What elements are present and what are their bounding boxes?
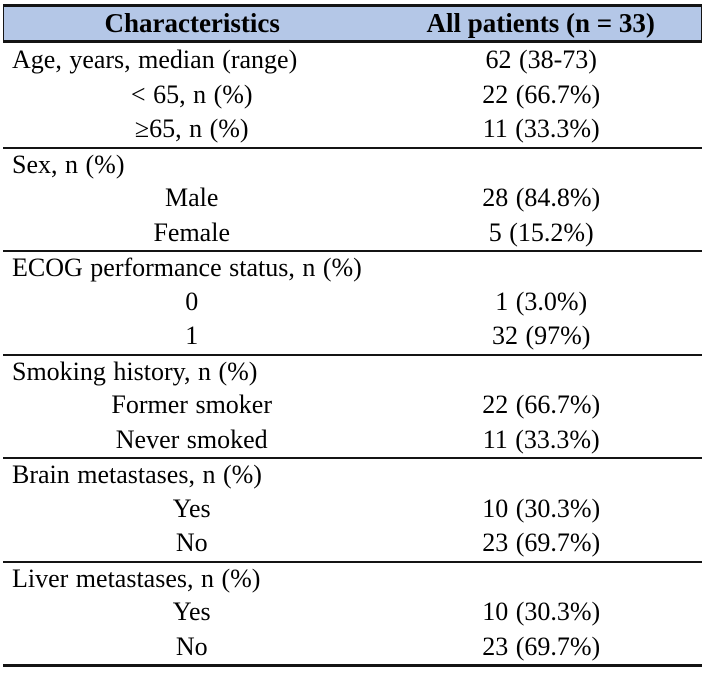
table-row: Never smoked 11 (33.3%) (3, 423, 702, 458)
table-row: Male 28 (84.8%) (3, 181, 702, 216)
table-row: Female 5 (15.2%) (3, 216, 702, 251)
row-label: < 65, n (%) (130, 79, 253, 109)
header-all-patients: All patients (n = 33) (426, 8, 655, 38)
table-row: Smoking history, n (%) (3, 353, 702, 389)
row-label: Smoking history, n (%) (12, 356, 258, 386)
table-row: Liver metastases, n (%) (3, 560, 702, 596)
row-label: Age, years, median (range) (12, 45, 298, 75)
row-label: 1 (185, 321, 199, 351)
row-value: 32 (97%) (491, 321, 591, 351)
row-value: 23 (69.7%) (482, 631, 601, 661)
table-row: Yes 10 (30.3%) (3, 595, 702, 630)
row-label: Yes (172, 493, 211, 523)
row-value: 11 (33.3%) (482, 424, 600, 454)
table-row: 1 32 (97%) (3, 319, 702, 354)
header-characteristics: Characteristics (104, 8, 280, 38)
row-label: Sex, n (%) (12, 149, 125, 179)
row-value: 62 (38-73) (485, 45, 597, 75)
row-value: 23 (69.7%) (482, 528, 601, 558)
table-row: Age, years, median (range) 62 (38-73) (3, 43, 702, 78)
row-value: 28 (84.8%) (482, 183, 601, 213)
row-label: Former smoker (111, 390, 273, 420)
row-label: Male (165, 183, 219, 213)
table-row: ECOG performance status, n (%) (3, 250, 702, 285)
table-row: Yes 10 (30.3%) (3, 492, 702, 527)
row-value: 1 (3.0%) (495, 286, 588, 316)
row-value: 10 (30.3%) (482, 493, 601, 523)
table-row: < 65, n (%) 22 (66.7%) (3, 78, 702, 113)
row-label: No (175, 631, 208, 661)
row-label: ECOG performance status, n (%) (12, 253, 362, 283)
row-label: Female (153, 217, 230, 247)
row-value: 11 (33.3%) (482, 114, 600, 144)
row-value: 22 (66.7%) (482, 79, 601, 109)
row-value: 10 (30.3%) (482, 597, 601, 627)
table-row: ≥65, n (%) 11 (33.3%) (3, 112, 702, 147)
row-value: 22 (66.7%) (482, 390, 601, 420)
row-label: Yes (172, 597, 211, 627)
row-label: Brain metastases, n (%) (12, 460, 262, 490)
row-label: Liver metastases, n (%) (12, 563, 261, 593)
table-body: Age, years, median (range) 62 (38-73) < 65… (3, 43, 702, 664)
table-row: 0 1 (3.0%) (3, 285, 702, 320)
table-row: Sex, n (%) (3, 146, 702, 182)
row-label: No (175, 528, 208, 558)
row-value: 5 (15.2%) (488, 217, 594, 247)
characteristics-table: Characteristics All patients (n = 33) Ag… (3, 4, 702, 667)
table-header-row: Characteristics All patients (n = 33) (3, 7, 702, 43)
table-row: No 23 (69.7%) (3, 526, 702, 561)
row-label: 0 (185, 286, 199, 316)
table-row: No 23 (69.7%) (3, 630, 702, 665)
row-label: Never smoked (115, 424, 268, 454)
table-row: Brain metastases, n (%) (3, 457, 702, 492)
table-row: Former smoker 22 (66.7%) (3, 388, 702, 423)
row-label: ≥65, n (%) (134, 114, 249, 144)
